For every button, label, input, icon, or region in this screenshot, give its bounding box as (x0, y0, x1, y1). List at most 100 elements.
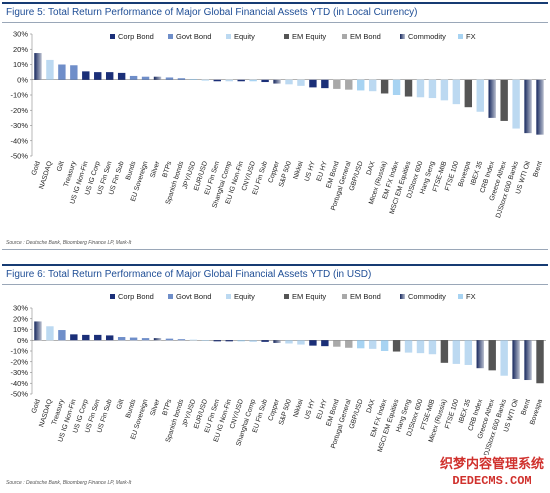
legend-label-em-equity: EM Equity (292, 32, 326, 41)
bar-eu-ig-non-fin (237, 79, 245, 82)
y-tick-label: -30% (10, 121, 28, 130)
bar-dax (368, 340, 377, 349)
bar-eu-fin-sen (213, 79, 221, 82)
bar-cny-usd (237, 340, 245, 342)
bar-bovespa (536, 340, 544, 384)
x-tick-label: Gold (31, 160, 42, 176)
x-tick-label: Gilt (116, 398, 126, 410)
x-tick-label: Gold (31, 398, 42, 414)
x-tick-label: DAX (366, 160, 377, 176)
bar-silver (153, 338, 162, 341)
y-tick-label: 0% (17, 75, 28, 84)
bar-nikkei (297, 340, 305, 345)
bar-us-wti-oil (524, 79, 532, 134)
x-tick-label: EU HY (316, 398, 329, 420)
x-tick-label: US HY (304, 398, 317, 420)
legend-swatch-corp-bond (110, 34, 115, 39)
x-tick-label: Gilt (56, 160, 66, 172)
bar-eur-usd (201, 79, 210, 81)
y-tick-label: 20% (13, 45, 28, 54)
bar-btps (165, 338, 174, 341)
legend-label-equity: Equity (234, 32, 255, 41)
y-tick-label: -20% (10, 357, 28, 366)
y-tick-label: -20% (10, 106, 28, 115)
x-tick-label: Brent (520, 398, 532, 416)
legend-label-govt-bond: Govt Bond (176, 292, 211, 301)
legend-label-corp-bond: Corp Bond (118, 292, 154, 301)
legend-swatch-corp-bond (110, 294, 115, 299)
bar-hang-seng (404, 340, 413, 353)
source-note: Source : Deutsche Bank, Bloomberg Financ… (6, 480, 132, 486)
y-tick-label: -50% (10, 390, 28, 399)
bar-us-hy (309, 79, 317, 88)
source-note: Source : Deutsche Bank, Bloomberg Financ… (6, 240, 132, 246)
bar-us-ig-corp (82, 334, 90, 341)
bar-gold (34, 53, 42, 80)
x-tick-label: Silver (150, 160, 162, 179)
y-tick-label: 20% (13, 314, 28, 323)
bar-shanghai-comp (249, 340, 257, 342)
chart-figure-6: Corp Bond Govt Bond Equity EM Equity EM Bond… (10, 292, 546, 457)
bar-ibex-35 (464, 340, 473, 365)
y-tick-label: -30% (10, 368, 28, 377)
legend-swatch-fx (458, 294, 463, 299)
bar-ibex-35 (476, 79, 484, 112)
bar-greece-athex (488, 340, 496, 371)
bar-em-fx-index (380, 340, 389, 351)
bar-btps (165, 77, 174, 80)
legend-swatch-em-bond (342, 294, 347, 299)
legend-swatch-equity (226, 294, 231, 299)
bar-jpy-usd (189, 339, 198, 341)
legend-swatch-commodity (400, 294, 405, 299)
bar-us-fin-sen (94, 334, 102, 341)
legend: Corp Bond Govt Bond Equity EM Equity EM Bond… (110, 32, 476, 41)
bar-jpy-usd (189, 78, 198, 80)
y-tick-label: -50% (10, 152, 28, 161)
bar-djstoxx-600 (416, 340, 425, 354)
bar-em-bond (333, 79, 341, 89)
bar-gold (34, 321, 42, 341)
bar-crb-index (488, 79, 496, 118)
y-tick-label: 10% (13, 60, 28, 69)
legend-swatch-em-equity (284, 34, 289, 39)
y-tick-label: 0% (17, 336, 28, 345)
legend-label-fx: FX (466, 32, 476, 41)
bar-eu-sovereign (141, 76, 150, 80)
y-tick-label: -40% (10, 379, 28, 388)
bar-msci-em-equities (392, 340, 401, 352)
y-tick-label: 30% (13, 304, 28, 313)
bar-us-ig-corp (94, 72, 102, 80)
bar-spanish-bonds (177, 339, 186, 341)
y-tick-label: 10% (13, 325, 28, 334)
bar-gilt (117, 337, 126, 341)
bar-silver (153, 76, 162, 80)
bars (34, 321, 544, 384)
bar-us-fin-sub (105, 335, 114, 341)
legend-label-em-bond: EM Bond (350, 292, 381, 301)
x-tick-label: Bunds (125, 160, 138, 181)
bar-us-wti-oil (512, 340, 520, 379)
x-tick-label: US HY (304, 160, 317, 182)
bar-treasury (70, 65, 78, 80)
bar-dax (368, 79, 377, 92)
bar-shanghai-comp (225, 79, 233, 82)
bar-brent (536, 79, 544, 135)
legend: Corp Bond Govt Bond Equity EM Equity EM Bond… (110, 292, 476, 301)
legend-label-em-bond: EM Bond (350, 32, 381, 41)
bar-eu-fin-sub (261, 340, 269, 342)
figure-title: Figure 6: Total Return Performance of Ma… (2, 264, 548, 285)
legend-label-commodity: Commodity (408, 32, 446, 41)
watermark-line-2: DEDECMS.COM (452, 474, 532, 488)
legend-swatch-em-bond (342, 34, 347, 39)
bar-hang-seng (428, 79, 437, 99)
y-tick-label: -40% (10, 136, 28, 145)
bar-djstoxx-600 (416, 79, 425, 98)
bar-s-p-500 (285, 79, 293, 85)
bar-us-fin-sub (117, 72, 126, 80)
x-tick-label: Brent (532, 160, 544, 178)
bar-copper (273, 340, 281, 343)
bar-djstoxx-600-banks (512, 79, 520, 129)
legend-label-equity: Equity (234, 292, 255, 301)
x-tick-label: Nikkei (292, 398, 305, 418)
bar-us-fin-sen (105, 72, 114, 80)
